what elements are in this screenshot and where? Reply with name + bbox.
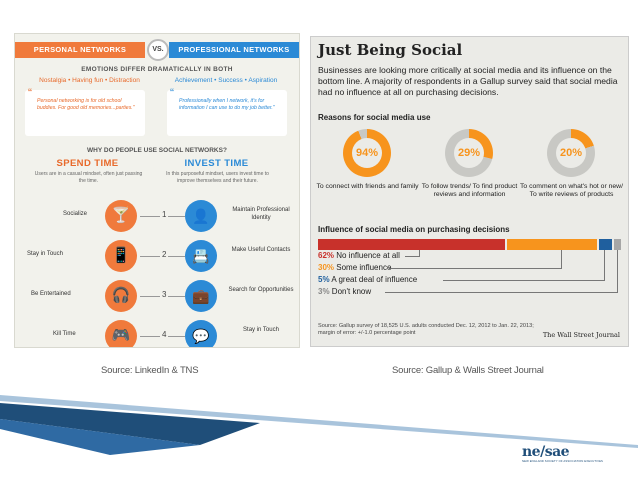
- why-title: WHY DO PEOPLE USE SOCIAL NETWORKS?: [87, 147, 227, 154]
- influence-stacked-bar: [318, 239, 623, 250]
- leader-line: [604, 250, 605, 280]
- professional-reason-label: Stay in Touch: [243, 327, 279, 333]
- logo-subtitle: NEW ENGLAND SOCIETY OF ASSOCIATION EXECU…: [522, 459, 604, 463]
- wsj-chart-panel: Just Being Social Businesses are looking…: [310, 36, 629, 347]
- chart-intro: Businesses are looking more critically a…: [318, 65, 618, 97]
- emotions-professional: Achievement • Success • Aspiration: [174, 77, 278, 84]
- influence-label: No influence at all: [336, 251, 400, 260]
- rank-number: 1: [160, 210, 169, 219]
- influence-label: A great deal of influence: [331, 275, 418, 284]
- donut-label: To connect with friends and family: [316, 183, 419, 190]
- spend-time-title: SPEND TIME: [56, 158, 119, 169]
- leader-line: [443, 280, 605, 281]
- bar-segment-some-influence: [507, 239, 597, 250]
- linkedin-infographic: PERSONAL NETWORKS VS. PROFESSIONAL NETWO…: [14, 33, 300, 348]
- contacts-icon: 📇: [185, 240, 217, 272]
- influence-item: 62% No influence at all: [318, 251, 400, 260]
- professional-reason-label: Search for Opportunities: [228, 287, 294, 293]
- vs-badge: VS.: [147, 39, 169, 61]
- rank-number: 3: [160, 290, 169, 299]
- donut-connect: 94%: [343, 129, 391, 177]
- personal-reason-label: Kill Time: [53, 331, 76, 337]
- bar-segment-no-influence: [318, 239, 506, 250]
- logo-mark: ne/sae: [522, 444, 570, 460]
- leader-line: [389, 268, 562, 269]
- reason-row: Stay in Touch 📱 2 📇 Make Useful Contacts: [15, 237, 299, 277]
- bar-segment-dont-know: [613, 239, 621, 250]
- reason-row: Be Entertained 🎧 3 💼 Search for Opportun…: [15, 277, 299, 317]
- cocktail-icon: 🍸: [105, 200, 137, 232]
- personal-reason-label: Stay in Touch: [27, 251, 63, 257]
- publisher-name: The Wall Street Journal: [542, 331, 620, 339]
- footer-swoosh: [0, 395, 638, 455]
- donut-label: To comment on what's hot or new/ To writ…: [520, 183, 623, 198]
- spend-time-subtitle: Users are in a casual mindset, often jus…: [34, 171, 143, 184]
- infographic-header: PERSONAL NETWORKS VS. PROFESSIONAL NETWO…: [15, 39, 299, 61]
- leader-line: [419, 250, 420, 256]
- donut-label: To follow trends/ To find product review…: [421, 183, 518, 198]
- gamepad-icon: 🎮: [105, 320, 137, 347]
- influence-pct: 5%: [318, 275, 330, 284]
- invest-time-subtitle: In this purposeful mindset, users invest…: [166, 171, 269, 184]
- invest-time-title: INVEST TIME: [184, 158, 249, 169]
- personal-quote: Personal networking is for old school bu…: [25, 90, 145, 136]
- donut-trends: 29%: [445, 129, 493, 177]
- reason-row: Socialize 🍸 1 👤 Maintain Professional Id…: [15, 197, 299, 237]
- influence-pct: 30%: [318, 263, 335, 272]
- right-source-caption: Source: Gallup & Walls Street Journal: [392, 365, 544, 376]
- professional-quote: Professionally when I network, it's for …: [167, 90, 287, 136]
- donut-pct: 29%: [454, 138, 484, 168]
- emotions-personal: Nostalgia • Having fun • Distraction: [39, 77, 140, 84]
- rank-number: 4: [160, 330, 169, 339]
- donut-comment: 20%: [547, 129, 595, 177]
- leader-line: [405, 256, 420, 257]
- leader-line: [561, 250, 562, 268]
- personal-networks-banner: PERSONAL NETWORKS: [15, 42, 145, 58]
- emotions-title: EMOTIONS DIFFER DRAMATICALLY IN BOTH: [81, 66, 233, 73]
- leader-line: [617, 250, 618, 292]
- chart-title: Just Being Social: [318, 41, 463, 59]
- left-source-caption: Source: LinkedIn & TNS: [101, 365, 199, 376]
- donut-pct: 20%: [556, 138, 586, 168]
- influence-pct: 62%: [318, 251, 335, 260]
- donut-pct: 94%: [352, 138, 382, 168]
- reasons-title: Reasons for social media use: [318, 113, 431, 122]
- influence-item: 5% A great deal of influence: [318, 275, 417, 284]
- nesae-logo: ne/sae NEW ENGLAND SOCIETY OF ASSOCIATIO…: [522, 444, 630, 463]
- person-icon: 👤: [185, 200, 217, 232]
- bar-segment-great-deal: [598, 239, 612, 250]
- reason-row: Kill Time 🎮 4 💬 Stay in Touch: [15, 317, 299, 347]
- leader-line: [385, 292, 618, 293]
- rank-number: 2: [160, 250, 169, 259]
- professional-reason-label: Maintain Professional Identity: [232, 207, 290, 221]
- influence-item: 3% Don't know: [318, 287, 371, 296]
- personal-reason-label: Socialize: [63, 211, 88, 217]
- briefcase-icon: 💼: [185, 280, 217, 312]
- influence-item: 30% Some influence: [318, 263, 391, 272]
- influence-label: Don't know: [331, 287, 372, 296]
- headphones-icon: 🎧: [105, 280, 137, 312]
- phone-icon: 📱: [105, 240, 137, 272]
- influence-title: Influence of social media on purchasing …: [318, 225, 510, 234]
- chat-icon: 💬: [185, 320, 217, 347]
- personal-reason-label: Be Entertained: [31, 291, 71, 297]
- professional-networks-banner: PROFESSIONAL NETWORKS: [169, 42, 299, 58]
- influence-label: Some influence: [336, 263, 392, 272]
- professional-reason-label: Make Useful Contacts: [231, 247, 291, 253]
- chart-source: Source: Gallup survey of 18,525 U.S. adu…: [318, 323, 534, 336]
- influence-pct: 3%: [318, 287, 330, 296]
